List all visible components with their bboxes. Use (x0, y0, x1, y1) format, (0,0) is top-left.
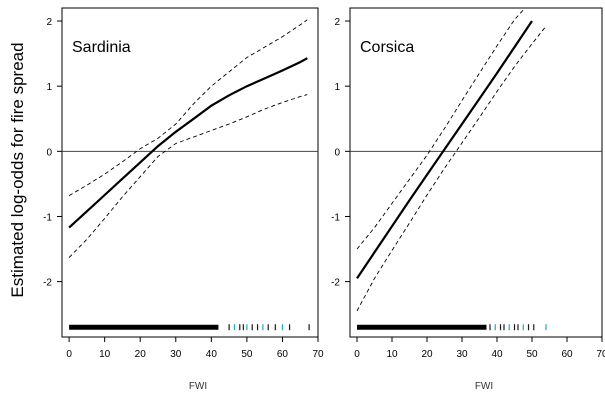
x-tick-label: 70 (596, 349, 605, 360)
x-tick-label: 20 (135, 349, 147, 360)
x-tick-label: 10 (99, 349, 111, 360)
estimate-line (68, 57, 308, 229)
upper-confidence-band (68, 19, 308, 196)
panel-1: 0 10 20 30 40 50 60 70 -2 -1 0 1 2 FWI Sardinia (43, 7, 324, 392)
panel-title: Corsica (360, 39, 414, 56)
x-tick-label: 0 (66, 349, 72, 360)
x-tick-label: 30 (170, 349, 182, 360)
upper-confidence-band (356, 8, 526, 250)
panel-title: Sardinia (72, 39, 131, 56)
x-tick-label: 70 (312, 349, 324, 360)
y-tick-label: 2 (46, 17, 52, 28)
x-tick-label: 50 (526, 349, 538, 360)
x-tick-label: 50 (241, 349, 253, 360)
x-tick-label: 40 (491, 349, 503, 360)
rug (69, 324, 310, 331)
x-tick-label: 60 (561, 349, 573, 360)
y-tick-label: -2 (43, 278, 52, 289)
y-tick-label: 1 (334, 82, 340, 93)
panel-2: 0 10 20 30 40 50 60 70 -2 -1 0 1 2 FWI Corsica (331, 7, 605, 392)
y-tick-label: 0 (334, 147, 340, 158)
x-tick-label: 20 (421, 349, 433, 360)
x-tick-label: 0 (354, 349, 360, 360)
series-group (356, 8, 547, 312)
y-axis-title: Estimated log-odds for fire spread (8, 42, 27, 297)
plot-frame (61, 7, 319, 338)
y-tick-label: 2 (334, 17, 340, 28)
y-tick-label: -1 (331, 212, 340, 223)
x-tick-label: 30 (456, 349, 468, 360)
lower-confidence-band (356, 25, 547, 312)
plot-frame (349, 7, 603, 338)
x-tick-label: 60 (277, 349, 289, 360)
rug (357, 324, 547, 331)
x-axis-title: FWI (189, 381, 207, 392)
y-tick-label: -1 (43, 212, 52, 223)
series-group (68, 19, 308, 258)
x-tick-label: 10 (386, 349, 398, 360)
y-tick-label: -2 (331, 278, 340, 289)
y-tick-label: 0 (46, 147, 52, 158)
estimate-line (356, 20, 533, 280)
x-tick-label: 40 (206, 349, 218, 360)
x-axis-title: FWI (475, 381, 493, 392)
lower-confidence-band (68, 94, 308, 258)
y-tick-label: 1 (46, 82, 52, 93)
